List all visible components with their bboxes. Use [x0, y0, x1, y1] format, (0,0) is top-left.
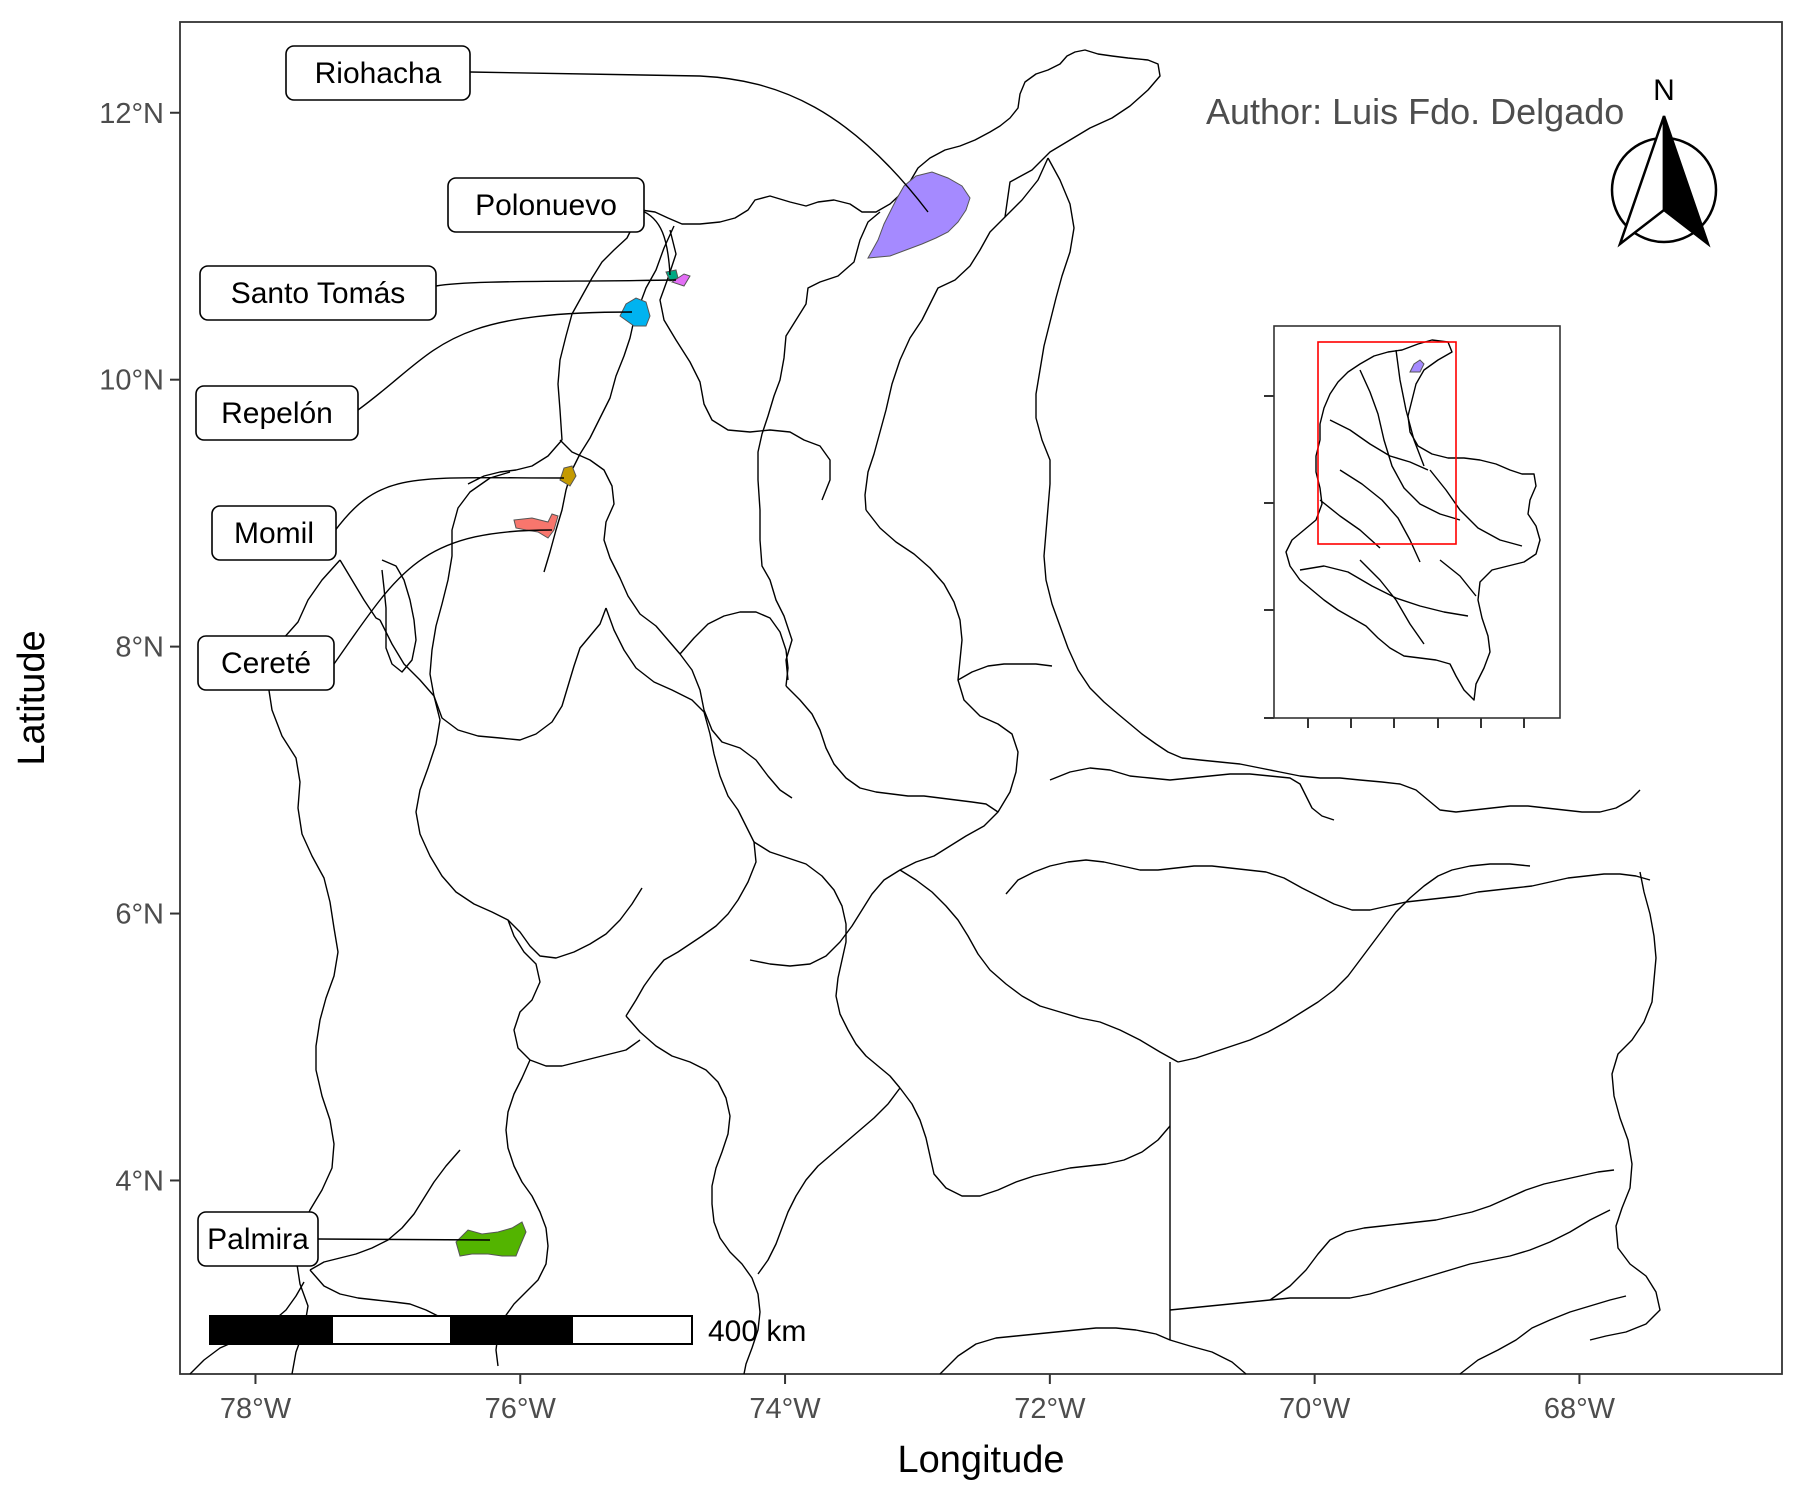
x-tick-label: 78°W — [220, 1393, 292, 1425]
meta-north-boundary — [1177, 863, 1531, 1063]
guaviare-north-boundary — [1169, 1209, 1611, 1311]
antioquia-east-boundary — [605, 607, 757, 1017]
santander-boundary — [749, 509, 1019, 967]
label-riohacha: Riohacha — [285, 45, 471, 101]
north-arrow-icon: N — [1610, 74, 1718, 248]
atlantico-bolivar-boundary — [659, 229, 831, 501]
uraba-gulf — [381, 559, 417, 673]
inset-riohacha-highlight — [1409, 359, 1425, 373]
y-tick-label: 4°N — [115, 1165, 164, 1197]
x-axis-title: Longitude — [898, 1439, 1065, 1481]
choco-pacific-coast — [339, 559, 381, 621]
cesar-east-boundary — [864, 157, 1049, 511]
valle-cauca-boundary — [309, 1149, 461, 1271]
cordoba-antioquia-boundary — [429, 471, 607, 741]
caldas-risaralda-boundary — [507, 919, 641, 1067]
meta-west-boundary — [899, 1087, 1171, 1197]
x-tick-label: 72°W — [1014, 1393, 1086, 1425]
label-text-cerete: Cereté — [221, 647, 311, 680]
label-text-riohacha: Riohacha — [315, 57, 442, 90]
municipality-labels: Riohacha Polonuevo Santo Tomás Repelón M… — [195, 45, 645, 1267]
cesar-boundary — [757, 211, 881, 681]
inset-map — [1264, 325, 1561, 728]
palmira-polygon — [455, 1221, 527, 1257]
inset-extent-rectangle — [1317, 341, 1457, 545]
y-tick-label: 8°N — [115, 632, 164, 664]
riohacha-polygon — [867, 171, 971, 259]
y-tick-label: 12°N — [99, 98, 164, 130]
cordoba-north-coast — [467, 439, 563, 485]
santo-tomas-polygon — [670, 273, 691, 287]
santo-tomas-leader — [435, 279, 677, 287]
cerete-polygon — [513, 513, 559, 539]
municipality-polygons — [455, 171, 971, 1257]
huila-boundary — [757, 1087, 901, 1275]
label-text-repelon: Repelón — [221, 397, 333, 430]
inset-colombia-outline — [1285, 339, 1541, 701]
label-text-momil: Momil — [234, 517, 314, 550]
y-tick-label: 10°N — [99, 365, 164, 397]
vichada-river-boundary — [1269, 1169, 1615, 1301]
arauca-casanare-boundary — [1589, 871, 1661, 1341]
arauca-north-boundary — [1049, 767, 1335, 821]
label-repelon: Repelón — [195, 385, 359, 441]
boyaca-north-boundary — [957, 663, 1053, 681]
label-momil: Momil — [211, 505, 337, 561]
x-axis: 78°W 76°W 74°W 72°W 70°W 68°W — [220, 1374, 1616, 1425]
casanare-meta-boundary — [899, 869, 1179, 1063]
label-polonuevo: Polonuevo — [447, 177, 645, 233]
main-map-panel: Riohacha Polonuevo Santo Tomás Repelón M… — [179, 21, 1783, 1375]
scale-bar-label: 400 km — [708, 1315, 806, 1348]
label-santo-tomas: Santo Tomás — [199, 265, 437, 321]
norte-santander-boundary — [1035, 157, 1183, 759]
repelon-leader — [357, 311, 633, 411]
author-annotation: Author: Luis Fdo. Delgado — [1206, 91, 1624, 132]
santander-west-boundary — [679, 611, 789, 687]
label-palmira: Palmira — [197, 1211, 319, 1267]
magdalena-bolivar-boundary — [543, 225, 675, 573]
inset-internal-boundaries — [1299, 349, 1523, 645]
x-tick-label: 68°W — [1544, 1393, 1616, 1425]
venezuela-border — [1181, 757, 1641, 813]
boyaca-arauca-boundary — [1005, 859, 1651, 911]
leader-lines — [317, 71, 929, 1241]
sucre-cordoba-boundary — [559, 439, 793, 799]
scale-bar: 400 km — [209, 1315, 806, 1348]
caqueta-north-boundary — [939, 1327, 1247, 1375]
label-text-palmira: Palmira — [207, 1223, 309, 1256]
antioquia-west-boundary — [379, 619, 643, 959]
y-tick-label: 6°N — [115, 899, 164, 931]
momil-polygon — [559, 465, 577, 487]
momil-leader — [333, 476, 565, 533]
riohacha-leader — [469, 71, 929, 213]
x-tick-label: 70°W — [1279, 1393, 1351, 1425]
inset-ticks — [1264, 395, 1525, 728]
cundinamarca-boundary — [753, 841, 901, 1089]
label-text-santo-tomas: Santo Tomás — [231, 277, 406, 310]
label-text-polonuevo: Polonuevo — [475, 189, 617, 222]
cerete-leader — [333, 529, 553, 665]
x-tick-label: 76°W — [485, 1393, 557, 1425]
boyaca-west-boundary — [785, 685, 999, 813]
y-axis-title: Latitude — [11, 630, 53, 765]
y-axis: 12°N 10°N 8°N 6°N 4°N — [99, 98, 180, 1197]
tolima-boundary — [625, 1015, 761, 1375]
polonuevo-leader — [639, 209, 671, 276]
palmira-leader — [317, 1238, 491, 1241]
label-cerete: Cereté — [197, 635, 335, 691]
repelon-polygon — [619, 297, 651, 327]
x-tick-label: 74°W — [749, 1393, 821, 1425]
north-arrow-letter: N — [1653, 74, 1675, 107]
guainia-boundary — [1459, 1295, 1627, 1375]
